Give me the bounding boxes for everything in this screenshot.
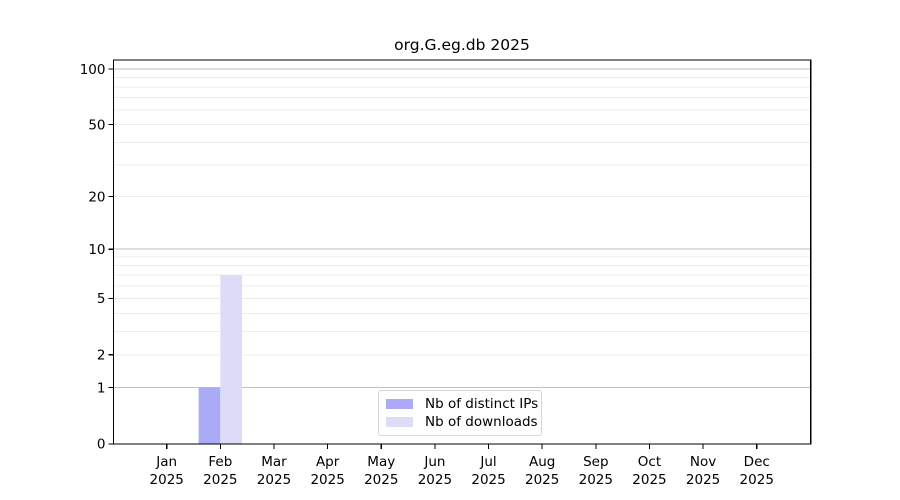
x-tick-label-year: 2025 xyxy=(471,472,505,488)
x-tick-label-month: Dec xyxy=(744,454,770,470)
x-tick-label-month: Jun xyxy=(423,454,445,470)
legend-swatch-distinct-ips xyxy=(386,398,413,409)
x-tick-label-year: 2025 xyxy=(310,472,344,488)
x-tick-label-year: 2025 xyxy=(525,472,559,488)
plot-border xyxy=(112,59,812,445)
x-tick-label-month: Aug xyxy=(529,454,555,470)
legend-item-distinct-ips: Nb of distinct IPs xyxy=(386,395,539,412)
x-tick-label-year: 2025 xyxy=(203,472,237,488)
x-tick-label-month: Apr xyxy=(316,454,340,470)
y-tick-label: 10 xyxy=(88,242,105,258)
x-tick-label-year: 2025 xyxy=(686,472,720,488)
y-tick-label: 20 xyxy=(88,189,105,205)
x-tick-label-month: Feb xyxy=(208,454,232,470)
x-tick-label-month: Nov xyxy=(690,454,716,470)
x-tick-label-year: 2025 xyxy=(579,472,613,488)
bar-nb-of-distinct-ips-feb xyxy=(198,387,221,444)
legend-label-distinct-ips: Nb of distinct IPs xyxy=(425,395,539,412)
legend-item-downloads: Nb of downloads xyxy=(386,414,538,431)
x-tick-label-year: 2025 xyxy=(257,472,291,488)
x-tick-label-year: 2025 xyxy=(150,472,184,488)
y-tick-label: 50 xyxy=(88,117,105,133)
x-tick-label-month: Jan xyxy=(155,454,177,470)
y-tick-label: 5 xyxy=(97,291,106,307)
y-tick-label: 0 xyxy=(97,437,106,453)
x-tick-label-year: 2025 xyxy=(364,472,398,488)
legend-swatch-downloads xyxy=(386,417,413,428)
legend: Nb of distinct IPs Nb of downloads xyxy=(378,390,542,436)
x-tick-label-month: Mar xyxy=(261,454,287,470)
x-tick-label-month: May xyxy=(367,454,395,470)
chart-title: org.G.eg.db 2025 xyxy=(394,36,530,54)
x-tick-label-month: Jul xyxy=(479,454,496,470)
bar-nb-of-downloads-feb xyxy=(220,275,243,444)
y-tick-label: 1 xyxy=(97,380,106,396)
y-tick-label: 2 xyxy=(97,347,106,363)
legend-label-downloads: Nb of downloads xyxy=(425,414,538,431)
x-tick-label-month: Oct xyxy=(638,454,661,470)
x-tick-label-year: 2025 xyxy=(740,472,774,488)
x-tick-label-year: 2025 xyxy=(418,472,452,488)
x-tick-label-year: 2025 xyxy=(632,472,666,488)
x-tick-label-month: Sep xyxy=(583,454,608,470)
y-tick-label: 100 xyxy=(80,62,106,78)
